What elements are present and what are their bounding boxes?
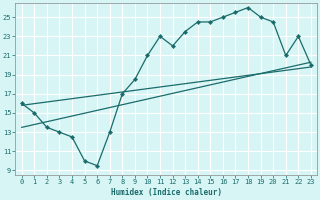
- X-axis label: Humidex (Indice chaleur): Humidex (Indice chaleur): [111, 188, 222, 197]
